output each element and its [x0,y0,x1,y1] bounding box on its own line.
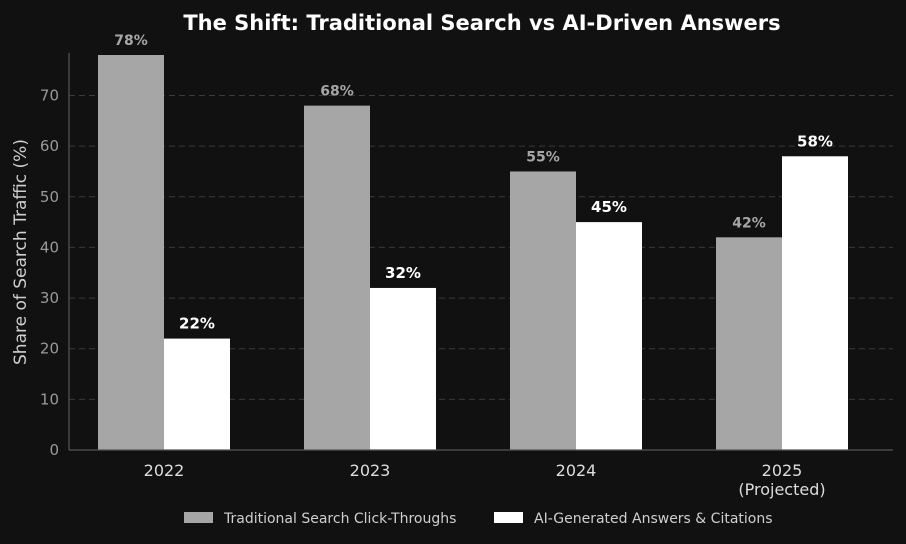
y-axis-label: Share of Search Traffic (%) [11,139,31,365]
x-tick-label: 2022 [144,461,185,480]
chart-title: The Shift: Traditional Search vs AI-Driv… [183,11,780,35]
bars [98,55,848,451]
bar-ai-1 [370,287,436,450]
data-label: 42% [732,215,766,231]
legend-label-ai: AI-Generated Answers & Citations [534,511,773,527]
data-label: 22% [179,315,215,333]
gridlines [69,95,893,400]
tick-labels: 0 10 20 30 40 50 60 70 2022 2023 2024 2025(Projecte… [40,87,826,499]
data-label: 32% [385,264,421,282]
legend: Traditional Search Click-Throughs AI-Gene… [184,511,773,527]
legend-label-traditional: Traditional Search Click-Throughs [223,511,456,527]
data-label: 78% [114,33,148,49]
y-tick-label: 50 [40,188,59,206]
data-label: 55% [526,149,560,165]
data-labels: 78% 22% 68% 32% 55% 45% 42% 58% [114,33,833,333]
y-tick-label: 10 [40,390,59,408]
y-tick-label: 40 [40,238,59,256]
x-tick-label: (Projected) [738,480,825,499]
y-tick-label: 70 [40,87,59,105]
y-tick-label: 60 [40,137,59,155]
x-tick-label: 2023 [350,461,391,480]
x-tick-label: 2024 [556,461,597,480]
y-tick-label: 30 [40,289,59,307]
data-label: 58% [797,132,833,150]
axes [68,53,893,451]
legend-swatch-traditional [184,512,213,523]
x-tick-label: 2025 [762,461,803,480]
bar-ai-0 [164,338,230,450]
data-label: 68% [320,84,354,100]
y-tick-label: 0 [49,441,59,459]
bar-ai-3 [782,156,848,451]
bar-ai-2 [576,222,642,450]
bar-traditional-3 [716,237,782,450]
bar-traditional-2 [510,171,576,450]
bar-traditional-0 [98,55,164,450]
legend-swatch-ai [494,512,523,523]
data-label: 45% [591,198,627,216]
bar-traditional-1 [304,105,370,451]
y-tick-label: 20 [40,340,59,358]
